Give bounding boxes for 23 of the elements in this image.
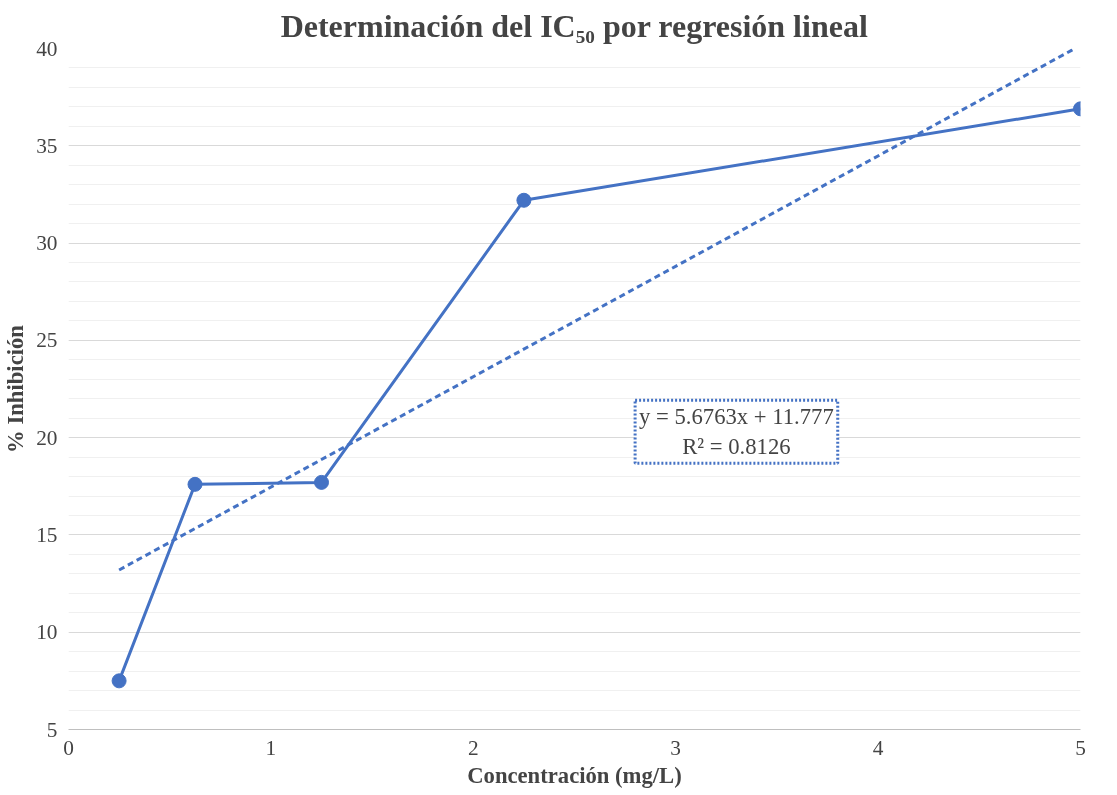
y-tick-label: 5	[46, 717, 58, 742]
y-tick-label: 15	[36, 522, 58, 547]
y-tick-label: 10	[36, 620, 58, 645]
y-axis-title: % Inhibición	[3, 324, 29, 453]
x-tick-label: 1	[265, 735, 277, 760]
point	[314, 474, 329, 490]
x-tick-label: 5	[1075, 735, 1086, 760]
x-tick-label: 0	[63, 735, 74, 760]
y-tick-label: 30	[36, 231, 58, 256]
x-tick-label: 4	[872, 735, 884, 760]
x-tick-label: 3	[670, 735, 682, 760]
annotation: R² = 0.8126	[682, 434, 791, 460]
point	[187, 476, 203, 492]
point	[111, 673, 127, 689]
y-tick-label: 40	[36, 36, 58, 61]
y-tick-label: 35	[36, 133, 58, 158]
y-tick-label: 20	[36, 425, 58, 450]
y-tick-label: 25	[36, 328, 58, 353]
x-tick-label: 2	[467, 735, 479, 760]
point	[516, 192, 532, 208]
annotation: y = 5.6763x + 11.777	[639, 404, 834, 430]
chart-title: Determinación del IC₅₀ por regresión lineal	[280, 7, 868, 44]
x-axis-title: Concentración (mg/L)	[467, 762, 682, 788]
